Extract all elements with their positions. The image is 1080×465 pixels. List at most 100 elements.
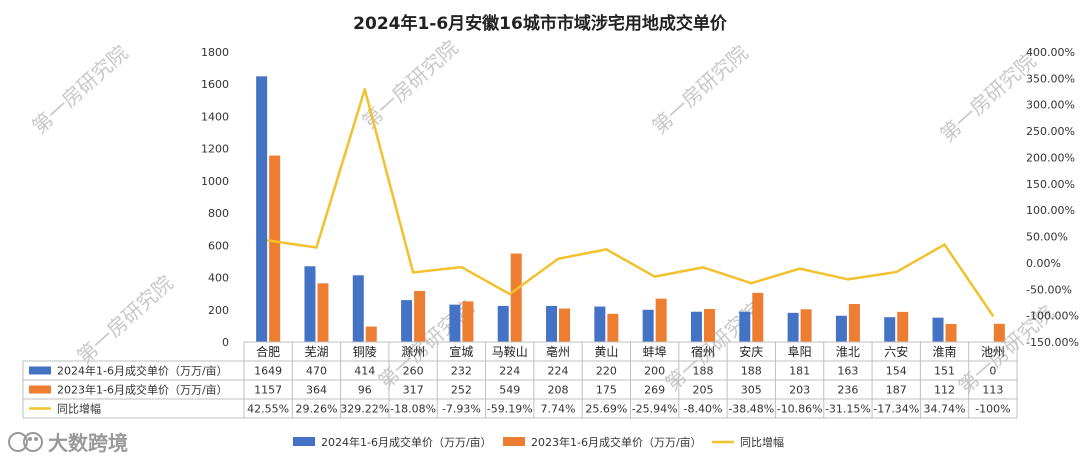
table-cell-value: 0 — [989, 365, 996, 378]
legend-key — [503, 437, 525, 446]
yoy-growth-point — [943, 243, 946, 246]
left-axis-tick-label: 200 — [208, 304, 229, 317]
table-cell-value: -18.08% — [390, 403, 436, 416]
category-label: 宣城 — [449, 344, 473, 359]
yoy-growth-point — [653, 275, 656, 278]
left-axis-tick-label: 1600 — [201, 78, 229, 91]
category-label: 滁州 — [401, 344, 425, 359]
right-axis: -150.00% -100.00% -50.00% 0.00% 50.00% 100.00… — [1026, 46, 1079, 349]
yoy-growth-point — [846, 278, 850, 281]
bar-2023 — [559, 308, 571, 342]
table-cell-value: -59.19% — [487, 403, 533, 416]
bar-2023 — [414, 290, 426, 342]
table-cell-value: 203 — [789, 384, 810, 397]
bar-2024 — [304, 266, 316, 342]
bar-2024 — [932, 317, 944, 342]
table-cell-value: 187 — [886, 384, 907, 397]
table-cell-value: -7.93% — [442, 403, 481, 416]
table-cell-value: -31.15% — [825, 403, 871, 416]
bar-2023 — [848, 303, 860, 342]
right-axis-tick-label: 0.00% — [1026, 257, 1061, 270]
yoy-growth-point — [895, 270, 898, 274]
bar-2023 — [703, 308, 715, 342]
category-label: 安庆 — [739, 344, 763, 359]
category-label: 合肥 — [256, 344, 280, 359]
category-label: 黄山 — [594, 345, 618, 359]
table-cell-value: 470 — [306, 365, 327, 378]
category-label: 淮北 — [836, 345, 860, 359]
table-cell-value: 305 — [741, 384, 762, 397]
category-label: 淮南 — [933, 344, 957, 359]
bar-2024 — [884, 317, 896, 342]
bar-2023 — [607, 313, 619, 342]
category-label: 铜陵 — [353, 344, 377, 359]
logo-text: 大数跨境 — [48, 431, 128, 455]
bar-2023 — [269, 155, 281, 342]
left-axis-tick-label: 1400 — [201, 110, 229, 123]
yoy-growth-point — [798, 267, 801, 270]
table-cell-value: 151 — [934, 365, 955, 378]
left-axis: 0 200 400 600 800 1000 1200 1400 1600 1800 — [201, 46, 229, 349]
category-label: 马鞍山 — [492, 344, 528, 359]
watermark-text: 第一房研究院 — [647, 41, 752, 139]
right-axis-tick-label: 50.00% — [1026, 231, 1068, 244]
table-cell-value: 154 — [886, 365, 907, 378]
left-axis-tick-label: 1200 — [201, 143, 229, 156]
right-axis-tick-label: 100.00% — [1026, 204, 1075, 217]
category-label: 阜阳 — [788, 345, 812, 359]
table-row-header: 同比增幅 — [57, 402, 101, 416]
bar-2023 — [655, 298, 667, 342]
chart-legend: 2024年1-6月成交单价（万万/亩） 2023年1-6月成交单价（万万/亩） 同比… — [293, 435, 784, 449]
bar-2023 — [317, 283, 329, 342]
left-axis-tick-label: 0 — [222, 336, 229, 349]
legend-label: 2024年1-6月成交单价（万万/亩） — [321, 435, 492, 449]
table-cell-value: -25.94% — [632, 403, 678, 416]
table-cell-value: 208 — [548, 384, 569, 397]
chart-title: 2024年1-6月安徽16城市市域涉宅用地成交单价 — [353, 13, 728, 34]
watermark-text: 第一房研究院 — [72, 271, 177, 369]
right-axis-tick-label: 150.00% — [1026, 178, 1075, 191]
yoy-growth-point — [750, 281, 753, 285]
table-cell-value: 29.26% — [295, 403, 337, 416]
table-cell-value: 205 — [692, 384, 713, 397]
line-layer — [266, 88, 995, 317]
table-cell-value: -8.40% — [684, 403, 723, 416]
table-cell-value: 224 — [548, 365, 569, 378]
table-cell-value: 252 — [451, 384, 472, 397]
table-cell-value: 414 — [354, 365, 375, 378]
yoy-growth-point — [556, 257, 560, 261]
table-cell-value: 364 — [306, 384, 327, 397]
category-label: 六安 — [884, 344, 908, 359]
left-axis-tick-label: 1000 — [201, 175, 229, 188]
watermark-text: 第一房研究院 — [935, 49, 1040, 147]
table-cell-value: 42.55% — [247, 403, 289, 416]
table-cell-value: 224 — [499, 365, 520, 378]
table-cell-value: 232 — [451, 365, 472, 378]
table-cell-value: 7.74% — [541, 403, 576, 416]
table-cell-value: 175 — [596, 384, 617, 397]
table-cell-value: -10.86% — [777, 403, 823, 416]
yoy-growth-point — [266, 239, 270, 242]
bar-2024 — [835, 315, 847, 342]
bar-2023 — [365, 326, 377, 342]
legend-key — [293, 437, 315, 446]
yoy-growth-point — [315, 246, 318, 249]
category-label: 芜湖 — [304, 344, 328, 359]
watermark-text: 第一房研究院 — [27, 41, 132, 139]
left-axis-tick-label: 400 — [208, 272, 229, 285]
right-axis-tick-label: 300.00% — [1026, 99, 1075, 112]
bar-2023 — [897, 311, 909, 342]
bar-2024 — [352, 275, 364, 342]
table-cell-value: -17.34% — [873, 403, 919, 416]
table-cell-value: 1649 — [254, 365, 282, 378]
table-cell-value: 549 — [499, 384, 520, 397]
table-cell-value: 236 — [837, 384, 858, 397]
left-axis-tick-label: 800 — [208, 207, 229, 220]
category-label: 蚌埠 — [643, 345, 667, 359]
table-cell-value: -38.48% — [728, 403, 774, 416]
table-cell-value: 181 — [789, 365, 810, 378]
bars-layer — [256, 76, 1005, 343]
logo-icon — [8, 432, 43, 452]
right-axis-tick-label: -50.00% — [1026, 283, 1072, 296]
table-legend-key — [29, 385, 51, 394]
